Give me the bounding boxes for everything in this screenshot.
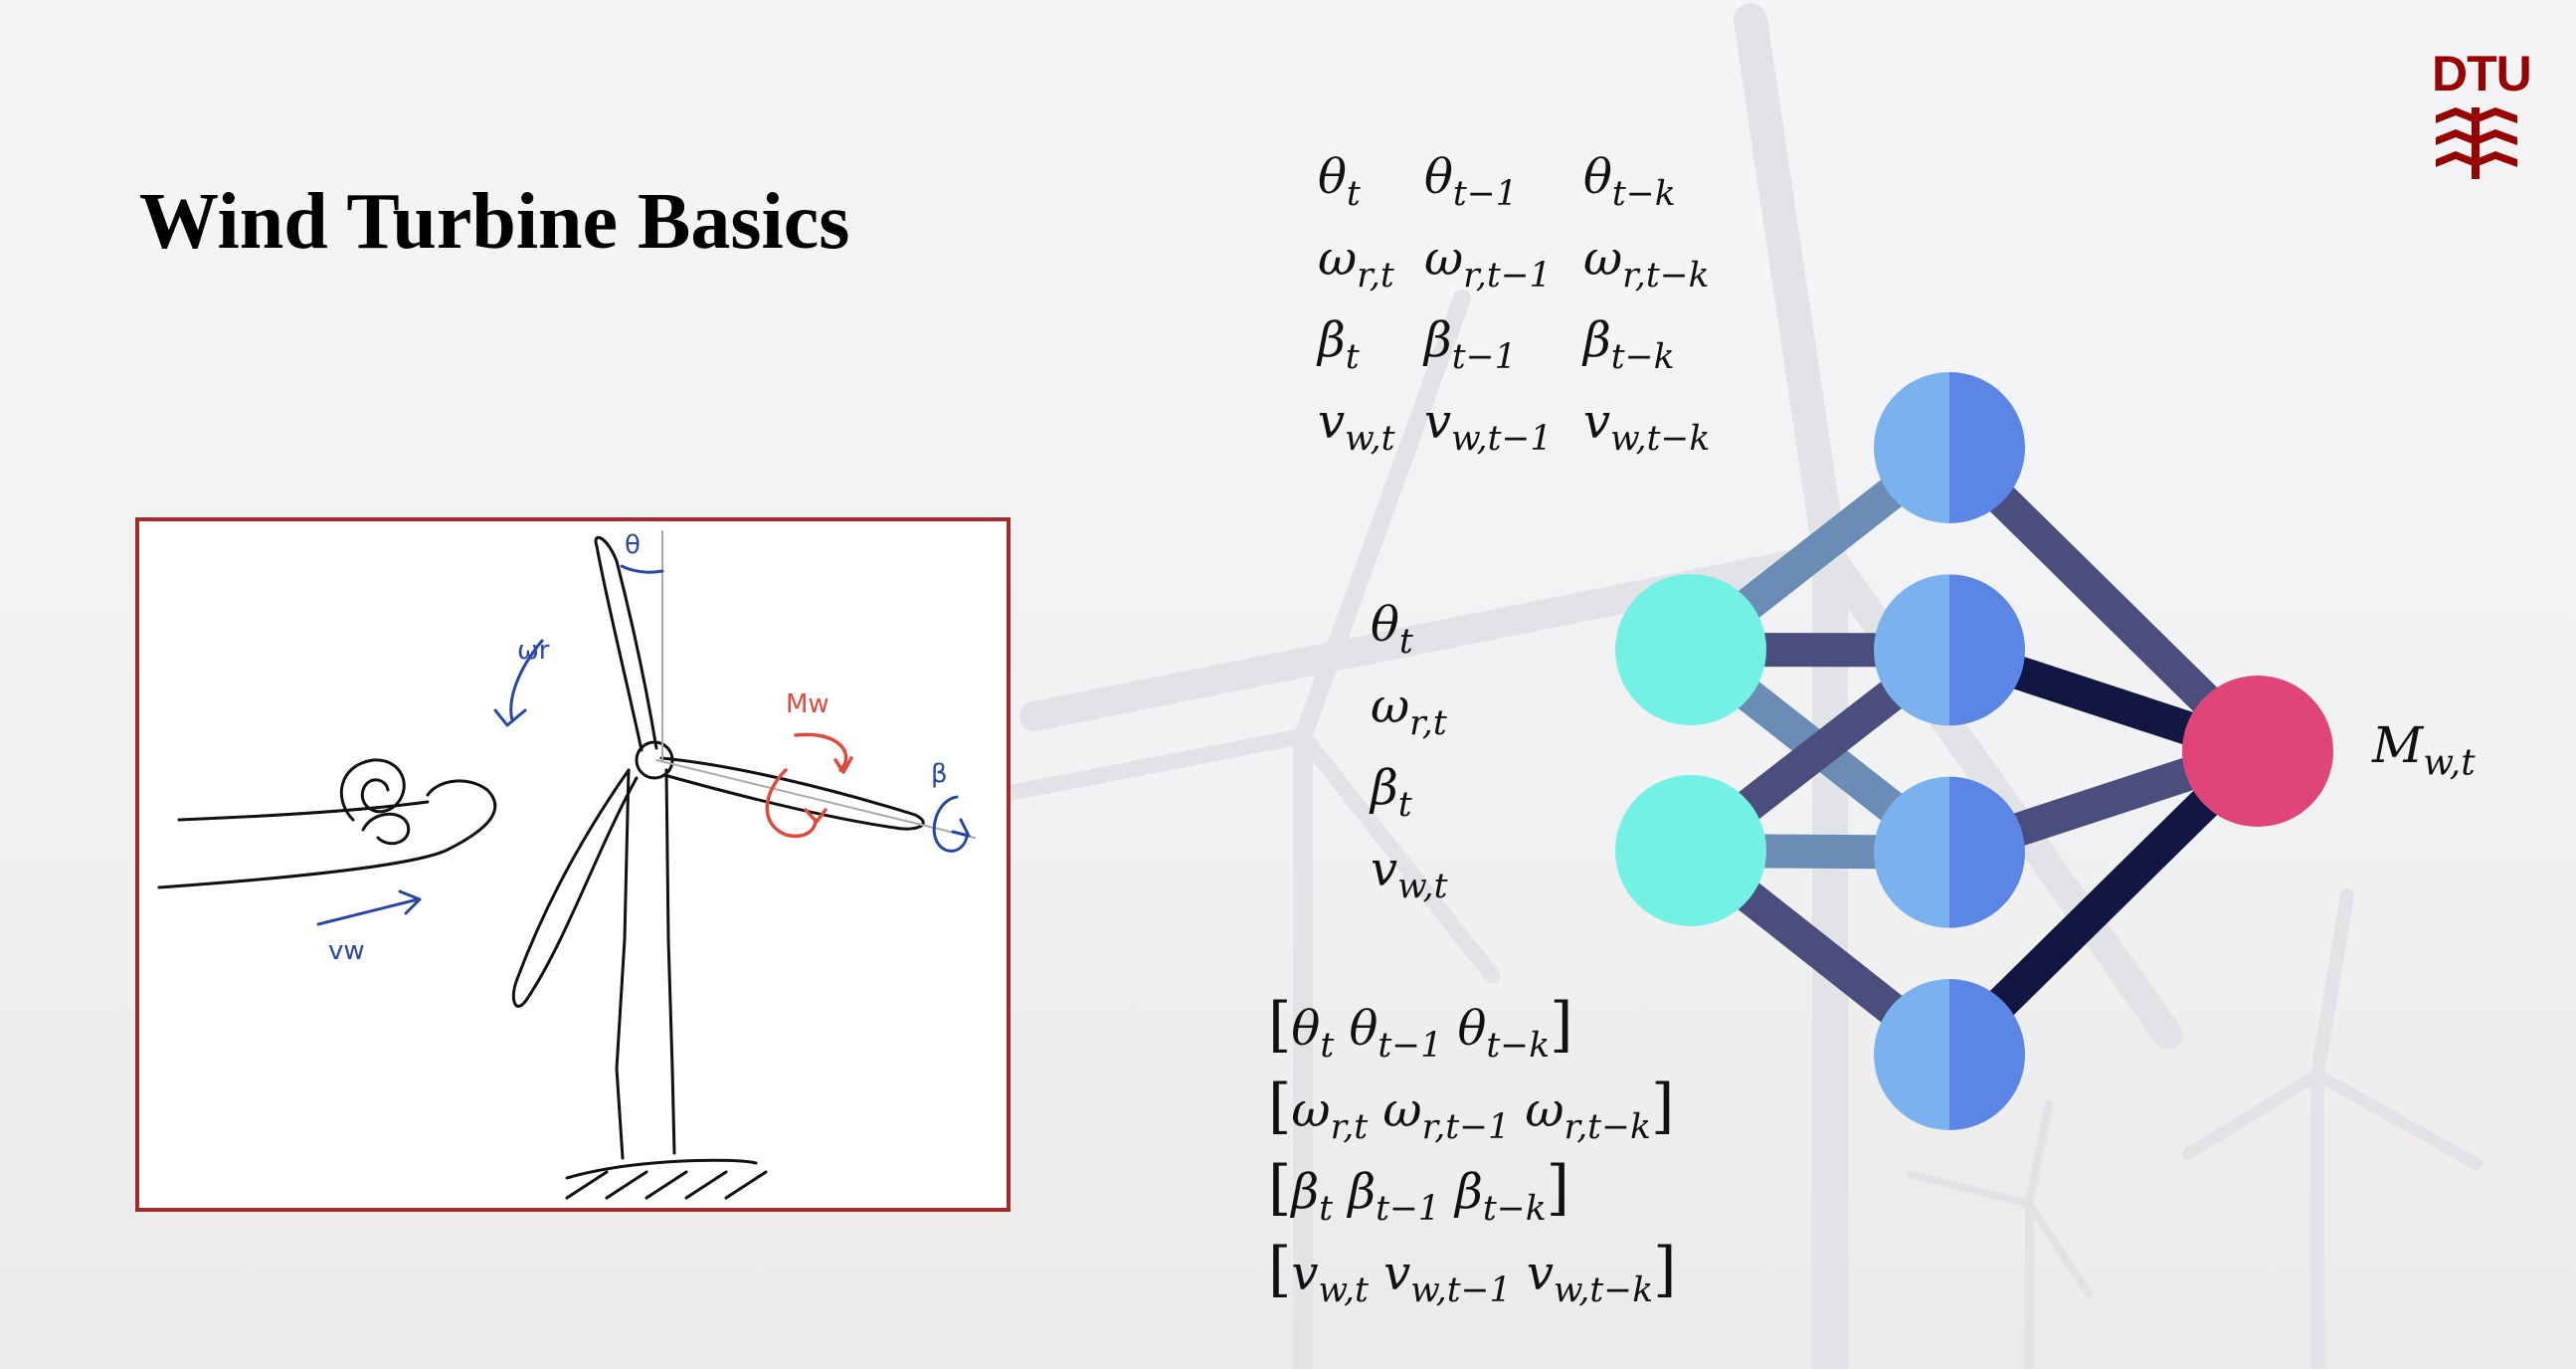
hidden-node: [1874, 979, 2025, 1130]
hidden-node: [1874, 372, 2025, 523]
input-beta: βt: [1371, 760, 1412, 826]
slide-title: Wind Turbine Basics: [139, 178, 850, 266]
hidden-node: [1874, 574, 2025, 726]
beta-label: β: [931, 759, 948, 789]
wind-speed-arrow: [316, 889, 422, 926]
wind-swirl: [361, 812, 411, 846]
lag-vector-wind: [vw,t vw,t−1 vw,t−k]: [1268, 1235, 1677, 1311]
input-theta: θt: [1371, 597, 1413, 663]
wind-swirl: [339, 758, 406, 822]
lag-grid-row-wind: vw,t vw,t−1 vw,t−k: [1318, 394, 1711, 460]
network-nodes: [1615, 372, 2333, 1130]
logo-text: DTU: [2432, 46, 2532, 101]
hidden-node: [1874, 776, 2025, 928]
output-label: Mw,t: [2372, 716, 2476, 784]
lag-vector-omega: [ωr,t ωr,t−1 ωr,t−k]: [1268, 1072, 1675, 1148]
hub: [635, 740, 674, 780]
wind-flow-line: [177, 800, 430, 822]
moment-arrow: [765, 768, 828, 838]
blade-left: [511, 768, 639, 1008]
omega-label: ωr: [517, 636, 550, 666]
neural-network: [1615, 372, 2333, 1130]
lag-grid: θt θt−1 θt−k ωr,t ωr,t−1 ωr,t−k βt βt−1 …: [1318, 149, 1711, 476]
tower: [664, 768, 676, 1155]
moment-label: Mw: [786, 689, 829, 719]
ground: [565, 1158, 758, 1180]
beta-arrow: [932, 795, 971, 853]
turbine-sketch: θ ωr Mw β vw: [135, 517, 1011, 1212]
network-edges: [1680, 434, 2270, 1069]
theta-arrow: [620, 564, 664, 574]
input-wind: vw,t: [1371, 842, 1448, 907]
input-vector: θt ωr,t βt vw,t: [1371, 597, 1447, 923]
wind-flow-line: [157, 779, 497, 889]
lag-grid-row-theta: θt θt−1 θt−k: [1318, 149, 1676, 215]
output-node: [2182, 676, 2333, 827]
lag-vector-theta: [θt θt−1 θt−k]: [1268, 990, 1573, 1067]
moment-arrow: [794, 732, 853, 774]
omega-arrow: [493, 639, 544, 727]
lag-grid-row-beta: βt βt−1 βt−k: [1318, 312, 1675, 378]
blade-top: [594, 535, 658, 752]
dtu-logo: DTU: [2432, 46, 2532, 180]
lag-grid-row-omega: ωr,t ωr,t−1 ωr,t−k: [1318, 231, 1710, 296]
logo-waves-icon: [2436, 107, 2517, 179]
input-omega: ωr,t: [1371, 679, 1447, 744]
theta-label: θ: [625, 530, 641, 560]
lag-vector-beta: [βt βt−1 βt−k]: [1268, 1153, 1570, 1230]
lag-vectors: [θt θt−1 θt−k] [ωr,t ωr,t−1 ωr,t−k] [βt …: [1268, 990, 1677, 1316]
tower: [615, 768, 631, 1160]
input-node: [1615, 574, 1766, 725]
wind-speed-label: vw: [328, 936, 365, 966]
input-node: [1615, 775, 1766, 926]
